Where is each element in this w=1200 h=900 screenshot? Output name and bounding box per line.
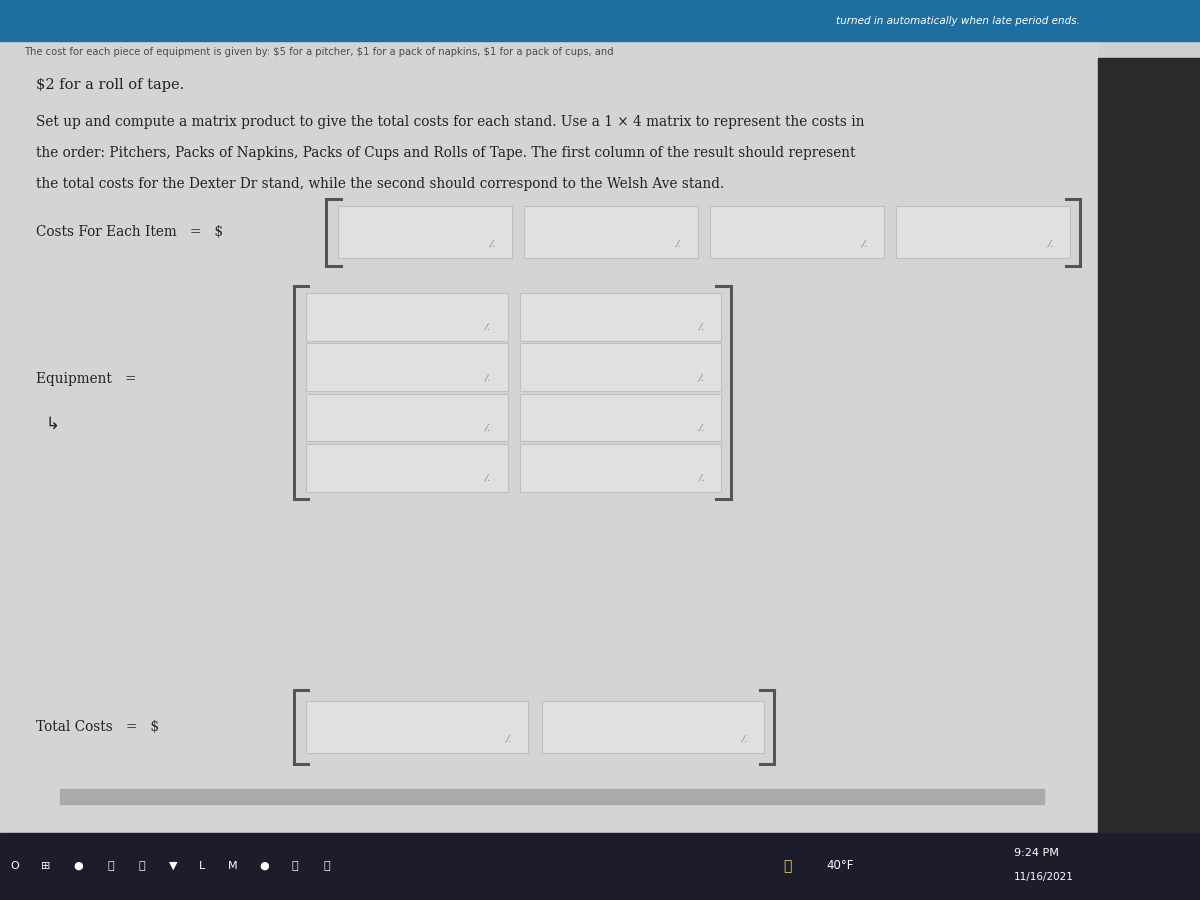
Text: O: O [10,860,19,871]
Text: /.: /. [505,734,512,743]
Bar [710,206,884,258]
Text: M: M [228,860,238,871]
Text: /.: /. [698,374,706,382]
Text: /.: /. [485,323,492,332]
Text: Set up and compute a matrix product to give the total costs for each stand. Use : Set up and compute a matrix product to g… [36,115,864,130]
Text: /.: /. [698,474,706,483]
Text: /.: /. [742,734,749,743]
Bar [306,701,528,753]
Text: 11/16/2021: 11/16/2021 [1014,871,1074,882]
Text: /.: /. [676,239,683,248]
Text: Costs For Each Item   =   $: Costs For Each Item = $ [36,225,223,239]
Text: 🔵: 🔵 [292,860,299,871]
Bar [896,206,1070,258]
Text: 🗁: 🗁 [107,860,114,871]
Text: /.: /. [698,323,706,332]
Text: turned in automatically when late period ends.: turned in automatically when late period… [836,15,1080,26]
Text: L: L [198,860,205,871]
Text: /.: /. [485,474,492,483]
Text: 🌙: 🌙 [784,859,791,873]
Bar [60,789,1044,804]
Text: /.: /. [490,239,497,248]
Bar [524,206,698,258]
Text: the total costs for the Dexter Dr stand, while the second should correspond to t: the total costs for the Dexter Dr stand,… [36,176,725,191]
Text: $2 for a roll of tape.: $2 for a roll of tape. [36,77,185,92]
Text: /.: /. [862,239,869,248]
Bar [0,0,1200,40]
Text: ●: ● [259,860,269,871]
Text: 🔒: 🔒 [138,860,145,871]
Text: ●: ● [73,860,83,871]
Bar [306,393,508,441]
Bar [520,343,721,391]
Bar [0,832,1200,900]
Bar [520,292,721,340]
Bar [1098,58,1200,842]
Bar [520,445,721,491]
Bar [0,40,1098,832]
Text: ▼: ▼ [168,860,178,871]
Text: 📌: 📌 [323,860,330,871]
Bar [338,206,512,258]
Bar [542,701,764,753]
Bar [520,393,721,441]
Text: Total Costs   =   $: Total Costs = $ [36,720,160,734]
Text: ⊞: ⊞ [41,860,50,871]
Text: /.: /. [698,424,706,433]
Text: ↳: ↳ [46,415,60,433]
Text: /.: /. [1048,239,1055,248]
Text: Equipment   =: Equipment = [36,372,137,386]
Text: 9:24 PM: 9:24 PM [1014,848,1058,859]
Bar [306,343,508,391]
Bar [306,445,508,491]
Bar [306,292,508,340]
Text: The cost for each piece of equipment is given by: $5 for a pitcher, $1 for a pac: The cost for each piece of equipment is … [24,47,613,58]
Text: /.: /. [485,424,492,433]
Text: the order: Pitchers, Packs of Napkins, Packs of Cups and Rolls of Tape. The firs: the order: Pitchers, Packs of Napkins, P… [36,146,856,160]
Text: /.: /. [485,374,492,382]
Text: 40°F: 40°F [827,860,853,872]
